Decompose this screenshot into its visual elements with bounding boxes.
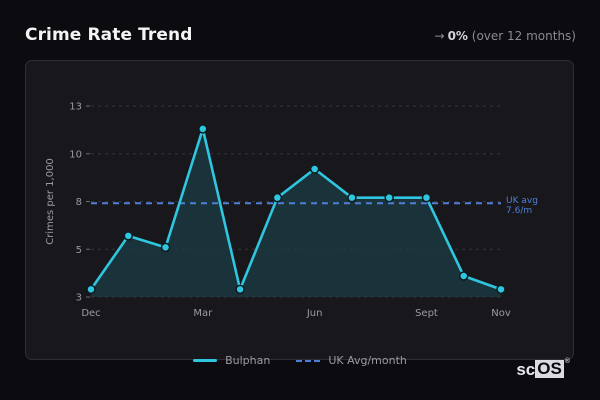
uk-average-value: 7.6/m bbox=[506, 206, 532, 216]
registered-mark-icon: ® bbox=[564, 358, 570, 365]
data-point[interactable] bbox=[86, 284, 96, 295]
data-point[interactable] bbox=[384, 192, 394, 203]
y-tick-label: 13 bbox=[69, 102, 82, 113]
data-point[interactable] bbox=[421, 192, 432, 203]
dashed-line-swatch-icon bbox=[296, 359, 321, 362]
legend-item-bulphan[interactable]: Bulphan bbox=[193, 354, 270, 367]
data-point[interactable] bbox=[235, 284, 245, 295]
trend-period: (over 12 months) bbox=[471, 29, 576, 43]
data-point[interactable] bbox=[458, 271, 469, 281]
y-tick-label: 8 bbox=[76, 197, 82, 208]
y-tick-label: 5 bbox=[76, 245, 82, 256]
x-tick-label: Nov bbox=[491, 308, 511, 319]
data-point[interactable] bbox=[272, 192, 283, 203]
y-tick-label: 10 bbox=[69, 149, 82, 160]
data-point[interactable] bbox=[123, 231, 134, 241]
trend-arrow-icon: → bbox=[434, 29, 445, 43]
legend-item-uk-avg[interactable]: UK Avg/month bbox=[296, 354, 407, 367]
chart-title: Crime Rate Trend bbox=[25, 25, 193, 45]
x-tick-label: Mar bbox=[193, 308, 213, 319]
data-point[interactable] bbox=[309, 164, 320, 174]
data-point[interactable] bbox=[160, 242, 171, 253]
chart-legend: Bulphan UK Avg/month bbox=[0, 354, 600, 367]
x-tick-label: Jun bbox=[306, 308, 323, 319]
legend-label-uk-avg: UK Avg/month bbox=[328, 354, 407, 367]
solid-line-swatch-icon bbox=[193, 359, 218, 362]
x-tick-label: Dec bbox=[81, 308, 100, 319]
x-tick-label: Sept bbox=[415, 308, 438, 319]
logo-boxed-text: OS bbox=[535, 359, 564, 378]
y-tick-label: 3 bbox=[76, 293, 82, 304]
logo-prefix: sc bbox=[516, 360, 536, 379]
legend-label-bulphan: Bulphan bbox=[225, 354, 271, 367]
data-point[interactable] bbox=[198, 124, 208, 134]
uk-average-label: UK avg bbox=[506, 196, 538, 206]
data-point[interactable] bbox=[347, 192, 357, 203]
scos-logo: sc OS ® bbox=[516, 358, 570, 380]
area-fill bbox=[91, 128, 501, 297]
y-axis-label: Crimes per 1,000 bbox=[45, 158, 56, 245]
trend-summary: → 0% (over 12 months) bbox=[435, 29, 577, 43]
trend-value: 0% bbox=[447, 29, 468, 43]
data-point[interactable] bbox=[496, 284, 506, 295]
bulphan-line bbox=[89, 127, 502, 291]
